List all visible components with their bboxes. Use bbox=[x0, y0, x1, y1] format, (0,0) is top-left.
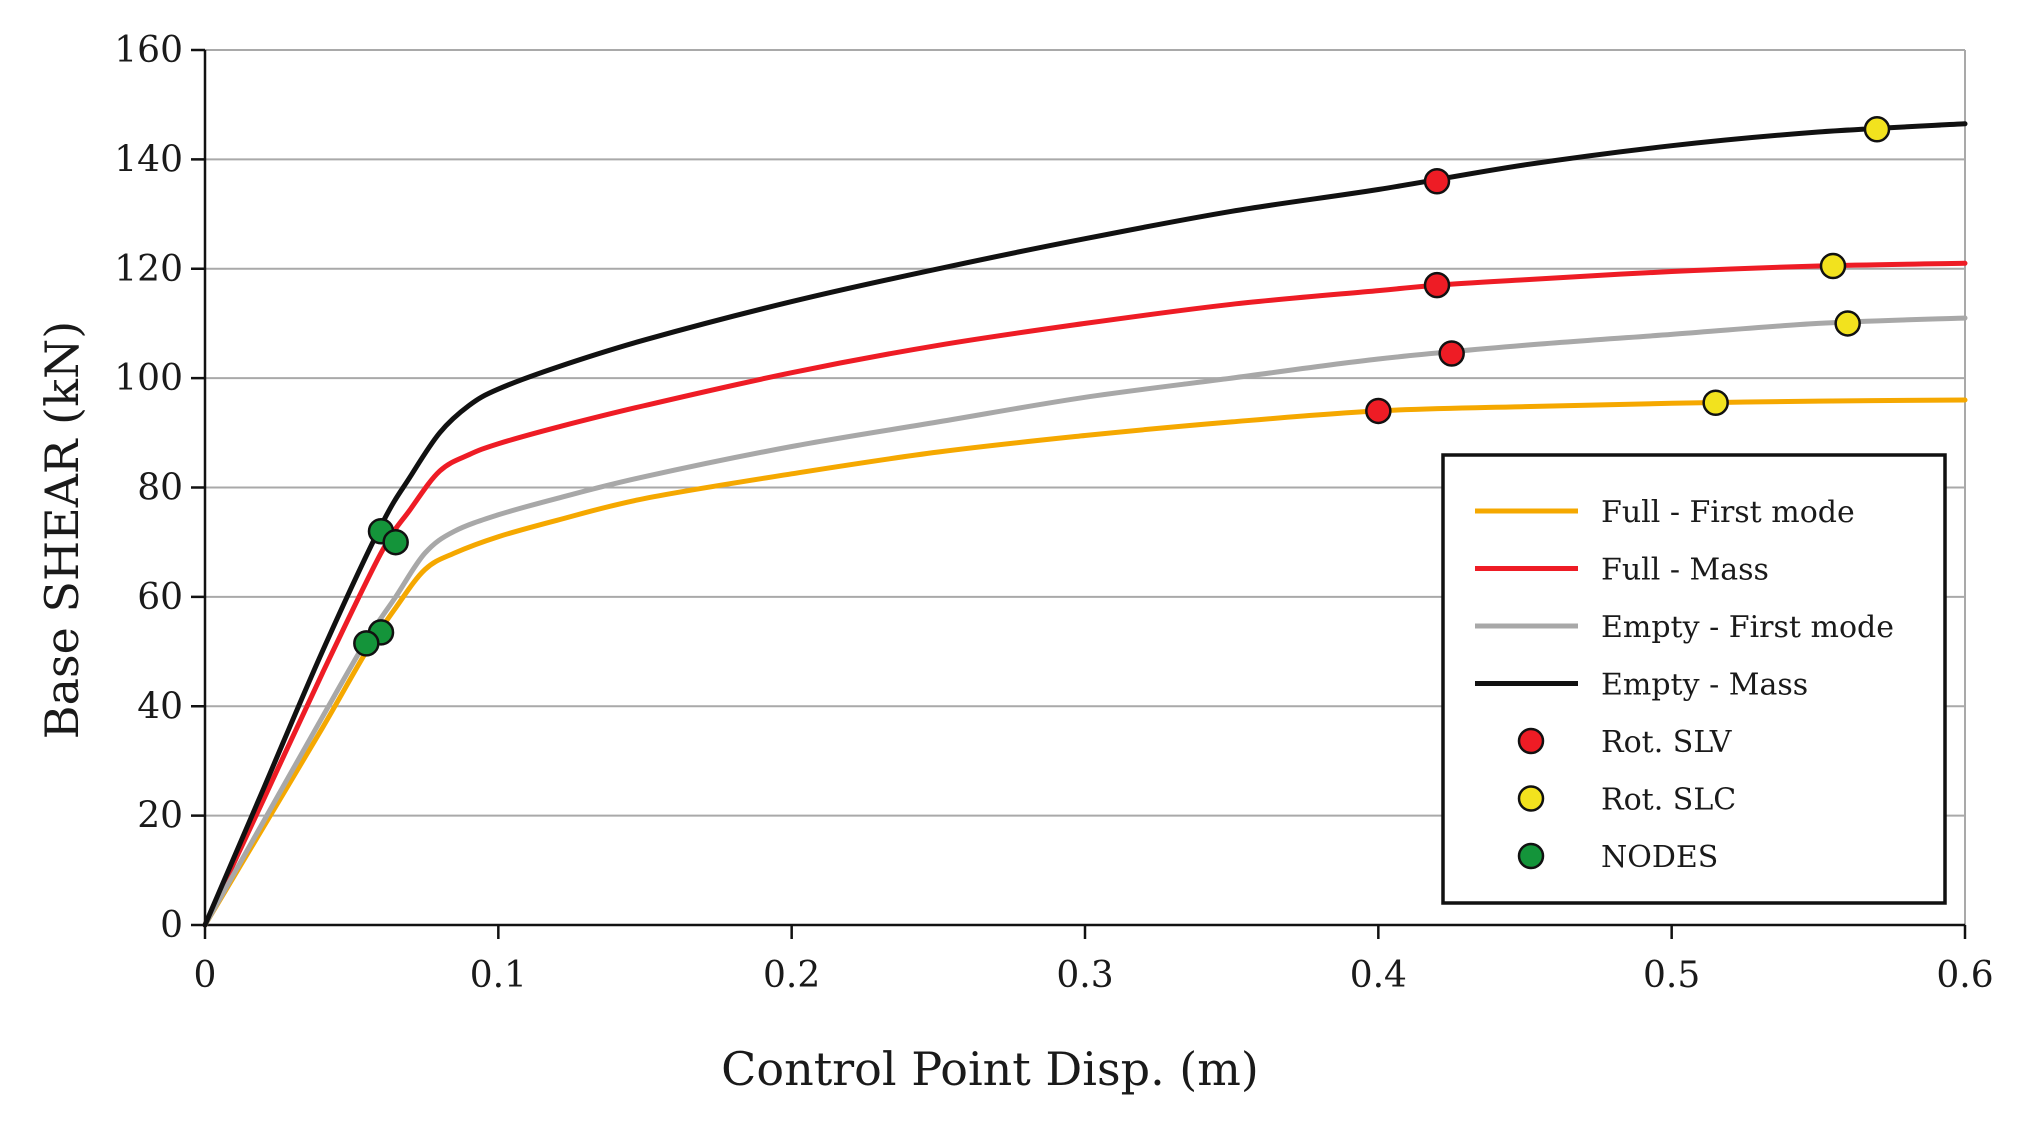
marker-layer bbox=[353, 116, 1891, 657]
y-tick-label-4: 80 bbox=[137, 468, 183, 509]
x-tick-label-0: 0 bbox=[194, 955, 217, 996]
y-tick-label-7: 140 bbox=[114, 139, 183, 180]
marker-0-point-0 bbox=[1423, 168, 1451, 195]
legend-label-series-0: Full - First mode bbox=[1601, 495, 1855, 530]
y-tick-label-2: 40 bbox=[137, 686, 183, 727]
x-tick-label-2: 0.2 bbox=[763, 955, 820, 996]
legend-swatch-marker-0 bbox=[1517, 727, 1545, 755]
y-tick-label-0: 0 bbox=[160, 905, 183, 946]
ticks-layer: 0 20 40 60 80 100 120 140 160 0 0.1 0.2 0.3 0.4 0.5 0.6 bbox=[114, 30, 1993, 996]
x-axis-title: Control Point Disp. (m) bbox=[721, 1042, 1259, 1096]
marker-1-point-1 bbox=[1819, 252, 1847, 280]
y-tick-label-8: 160 bbox=[114, 30, 183, 71]
series-line-1 bbox=[202, 260, 1968, 928]
y-tick-label-5: 100 bbox=[114, 358, 183, 399]
x-tick-label-6: 0.6 bbox=[1936, 955, 1993, 996]
marker-2-point-3 bbox=[353, 630, 380, 657]
legend-label-marker-0: Rot. SLV bbox=[1601, 725, 1733, 760]
y-axis-title: Base SHEAR (kN) bbox=[35, 321, 89, 739]
legend-swatch-marker-2 bbox=[1517, 842, 1545, 870]
marker-1-point-3 bbox=[1702, 389, 1729, 416]
legend-swatch-marker-1 bbox=[1517, 785, 1545, 812]
marker-1-point-2 bbox=[1834, 310, 1861, 337]
x-tick-label-3: 0.3 bbox=[1056, 955, 1113, 996]
marker-0-point-2 bbox=[1438, 340, 1465, 367]
legend-box bbox=[1441, 453, 1947, 905]
legend: Full - First mode Full - Mass Empty - Firs… bbox=[1441, 453, 1947, 905]
y-tick-label-1: 20 bbox=[137, 796, 183, 837]
marker-0-point-1 bbox=[1423, 271, 1451, 299]
legend-label-series-2: Empty - First mode bbox=[1601, 610, 1894, 645]
legend-label-series-3: Empty - Mass bbox=[1601, 668, 1808, 703]
legend-label-series-1: Full - Mass bbox=[1601, 553, 1769, 588]
legend-label-marker-1: Rot. SLC bbox=[1601, 783, 1736, 818]
marker-0-point-3 bbox=[1365, 397, 1392, 425]
y-tick-label-6: 120 bbox=[114, 249, 183, 290]
marker-2-point-1 bbox=[382, 528, 409, 556]
x-tick-label-4: 0.4 bbox=[1350, 955, 1407, 996]
x-tick-label-1: 0.1 bbox=[470, 955, 527, 996]
marker-1-point-0 bbox=[1863, 116, 1891, 143]
legend-label-marker-2: NODES bbox=[1601, 840, 1718, 875]
grid-layer bbox=[205, 49, 1966, 925]
series-line-3 bbox=[202, 121, 1968, 928]
x-tick-label-5: 0.5 bbox=[1643, 955, 1700, 996]
y-tick-label-3: 60 bbox=[137, 577, 183, 618]
